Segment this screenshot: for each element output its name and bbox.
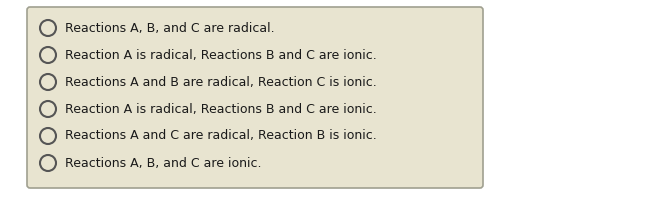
Text: Reactions A, B, and C are radical.: Reactions A, B, and C are radical. (65, 21, 275, 34)
Text: Reactions A and C are radical, Reaction B is ionic.: Reactions A and C are radical, Reaction … (65, 130, 377, 143)
Text: Reactions A and B are radical, Reaction C is ionic.: Reactions A and B are radical, Reaction … (65, 76, 377, 89)
Ellipse shape (40, 74, 56, 90)
Ellipse shape (40, 20, 56, 36)
Ellipse shape (40, 101, 56, 117)
Text: Reactions A, B, and C are ionic.: Reactions A, B, and C are ionic. (65, 157, 261, 170)
Text: Reaction A is radical, Reactions B and C are ionic.: Reaction A is radical, Reactions B and C… (65, 103, 377, 116)
Ellipse shape (40, 155, 56, 171)
FancyBboxPatch shape (27, 7, 483, 188)
Text: Reaction A is radical, Reactions B and C are ionic.: Reaction A is radical, Reactions B and C… (65, 48, 377, 62)
Ellipse shape (40, 47, 56, 63)
Ellipse shape (40, 128, 56, 144)
